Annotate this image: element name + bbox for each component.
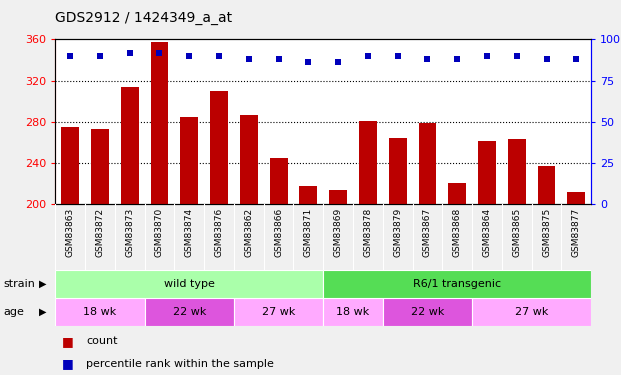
Point [363, 53, 373, 59]
Point [184, 53, 194, 59]
Text: strain: strain [3, 279, 35, 289]
Text: GSM83864: GSM83864 [483, 208, 491, 257]
Bar [150, 42, 168, 204]
Text: ▶: ▶ [39, 279, 47, 289]
Point [155, 50, 165, 55]
Bar [472, 298, 591, 326]
Bar [234, 298, 323, 326]
Text: GSM83867: GSM83867 [423, 208, 432, 257]
Point [244, 56, 254, 62]
Bar [329, 190, 347, 204]
Text: percentile rank within the sample: percentile rank within the sample [86, 359, 274, 369]
Point [452, 56, 462, 62]
Point [512, 53, 522, 59]
Point [125, 50, 135, 55]
Text: GDS2912 / 1424349_a_at: GDS2912 / 1424349_a_at [55, 11, 232, 25]
Text: GSM83865: GSM83865 [512, 208, 521, 257]
Bar [538, 166, 555, 204]
Text: ▶: ▶ [39, 307, 47, 317]
Text: wild type: wild type [164, 279, 215, 289]
Point [214, 53, 224, 59]
Text: GSM83866: GSM83866 [274, 208, 283, 257]
Bar [323, 298, 383, 326]
Bar [508, 140, 526, 204]
Bar [383, 298, 472, 326]
Bar [145, 298, 234, 326]
Bar [120, 87, 138, 204]
Point [65, 53, 75, 59]
Bar [323, 270, 591, 298]
Text: count: count [86, 336, 118, 346]
Bar [478, 141, 496, 204]
Text: 27 wk: 27 wk [262, 307, 295, 317]
Text: GSM83874: GSM83874 [185, 208, 194, 257]
Text: GSM83863: GSM83863 [66, 208, 75, 257]
Text: GSM83872: GSM83872 [96, 208, 104, 257]
Text: ■: ■ [61, 335, 73, 348]
Bar [91, 129, 109, 204]
Point [571, 56, 581, 62]
Text: age: age [3, 307, 24, 317]
Bar [240, 115, 258, 204]
Text: GSM83869: GSM83869 [333, 208, 343, 257]
Point [422, 56, 432, 62]
Text: GSM83862: GSM83862 [244, 208, 253, 257]
Point [274, 56, 284, 62]
Text: GSM83873: GSM83873 [125, 208, 134, 257]
Text: 22 wk: 22 wk [173, 307, 206, 317]
Text: GSM83876: GSM83876 [214, 208, 224, 257]
Text: GSM83868: GSM83868 [453, 208, 461, 257]
Bar [61, 127, 79, 204]
Bar [180, 117, 198, 204]
Bar [299, 186, 317, 204]
Bar [419, 123, 437, 204]
Bar [448, 183, 466, 204]
Text: 18 wk: 18 wk [83, 307, 117, 317]
Text: GSM83877: GSM83877 [572, 208, 581, 257]
Text: GSM83870: GSM83870 [155, 208, 164, 257]
Bar [55, 298, 145, 326]
Text: GSM83879: GSM83879 [393, 208, 402, 257]
Bar [359, 121, 377, 204]
Text: GSM83875: GSM83875 [542, 208, 551, 257]
Text: GSM83878: GSM83878 [363, 208, 373, 257]
Bar [568, 192, 585, 204]
Text: 18 wk: 18 wk [337, 307, 369, 317]
Text: 27 wk: 27 wk [515, 307, 548, 317]
Point [542, 56, 551, 62]
Bar [210, 91, 228, 204]
Point [95, 53, 105, 59]
Bar [389, 138, 407, 204]
Text: ■: ■ [61, 357, 73, 370]
Point [392, 53, 402, 59]
Text: GSM83871: GSM83871 [304, 208, 313, 257]
Text: 22 wk: 22 wk [410, 307, 444, 317]
Point [333, 60, 343, 66]
Bar [55, 270, 323, 298]
Point [304, 60, 314, 66]
Point [482, 53, 492, 59]
Text: R6/1 transgenic: R6/1 transgenic [413, 279, 501, 289]
Bar [270, 158, 288, 204]
